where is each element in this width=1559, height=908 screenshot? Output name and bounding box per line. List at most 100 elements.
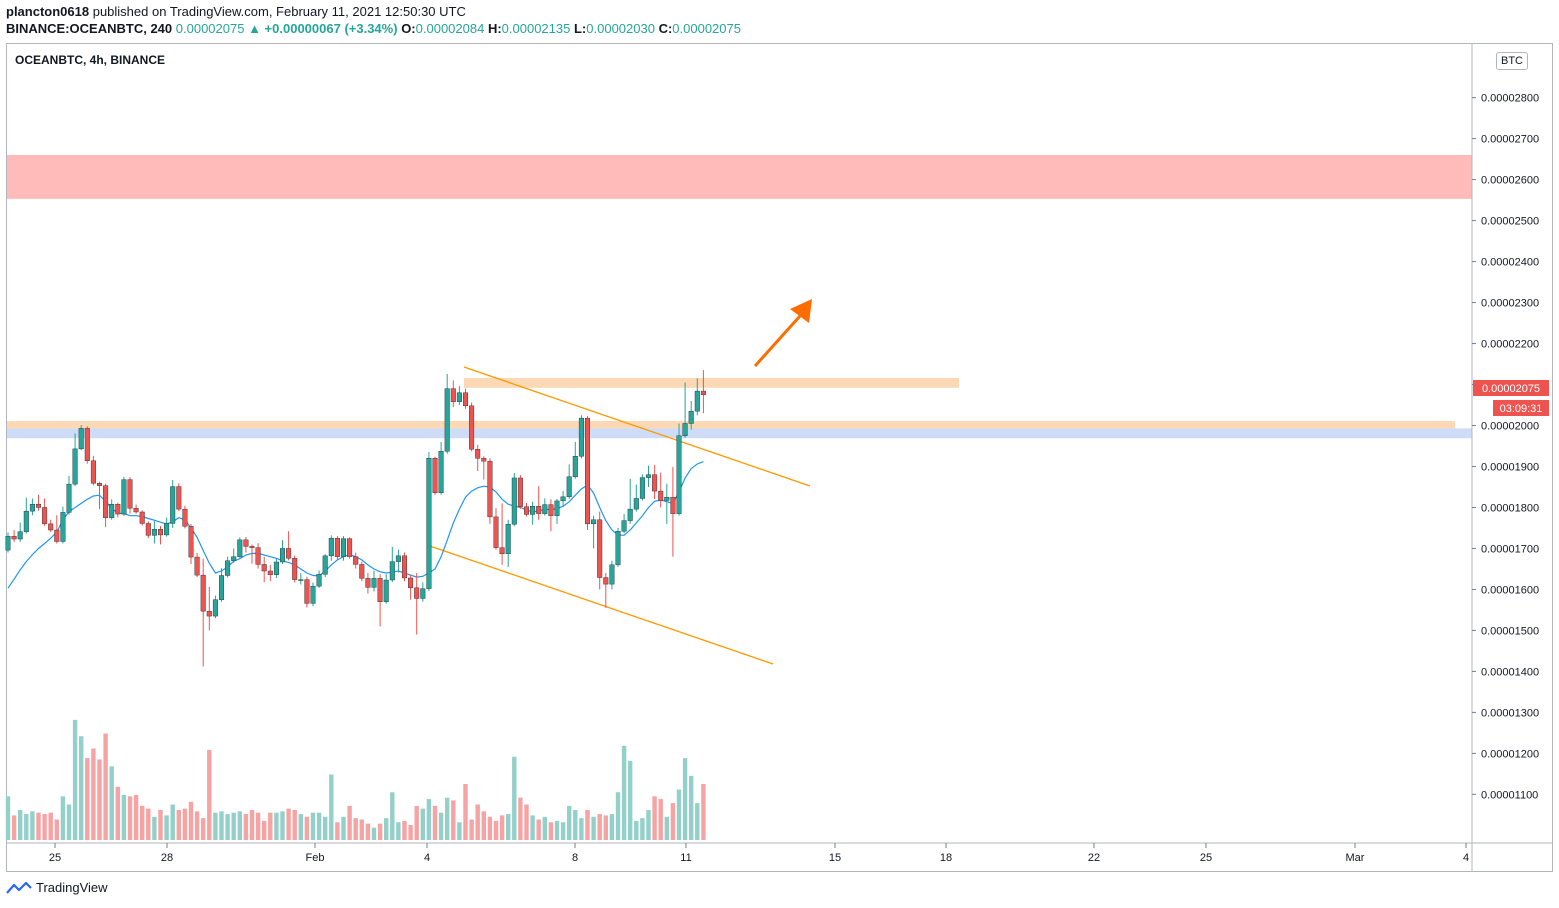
volume-bar xyxy=(194,811,200,840)
volume-bar xyxy=(396,822,401,840)
candle-body xyxy=(127,479,133,509)
y-tick-label: 0.00001100 xyxy=(1481,789,1538,801)
volume-bar xyxy=(536,819,541,840)
candle-body xyxy=(493,516,499,548)
candle-body xyxy=(359,564,365,579)
candle-body xyxy=(17,531,23,540)
candle-body xyxy=(469,405,475,450)
y-tick-label: 0.00001600 xyxy=(1481,584,1539,596)
footer-brand: TradingView xyxy=(36,880,108,895)
candle-body xyxy=(188,526,194,558)
candle-body xyxy=(121,479,127,515)
volume-bar xyxy=(676,789,682,840)
arrow-shaft xyxy=(753,314,802,368)
last-price: 0.00002075 xyxy=(175,21,245,36)
volume-bar xyxy=(243,814,249,840)
volume-bar xyxy=(127,796,133,840)
volume-bar xyxy=(133,794,139,840)
candle-body xyxy=(84,428,90,461)
candle-body xyxy=(151,528,157,536)
candle-body xyxy=(414,587,420,599)
volume-bar xyxy=(109,766,114,840)
volume-bar xyxy=(182,808,188,840)
candle-body xyxy=(444,388,450,452)
candle-body xyxy=(676,435,682,514)
volume-bar xyxy=(499,815,505,840)
volume-bar xyxy=(414,805,419,840)
volume-bar xyxy=(274,812,279,840)
candle-body xyxy=(371,578,377,588)
volume-bar xyxy=(207,749,212,840)
candle-body xyxy=(524,506,530,515)
candle-body xyxy=(639,477,645,499)
volume-bar xyxy=(152,816,157,840)
candle-body xyxy=(139,511,145,524)
candle-body xyxy=(609,564,615,585)
candle-body xyxy=(48,523,54,531)
candle-body xyxy=(36,503,42,508)
countdown-tag: 03:09:31 xyxy=(1500,403,1543,415)
volume-bar xyxy=(567,805,572,840)
candle-body xyxy=(408,577,414,589)
candle-body xyxy=(200,574,206,612)
candle-body xyxy=(298,579,304,581)
author-name[interactable]: plancton0618 xyxy=(6,4,90,19)
candle-body xyxy=(572,456,578,477)
volume-bar xyxy=(280,811,285,840)
volume-bar xyxy=(146,808,151,840)
chart-frame[interactable] xyxy=(6,43,1553,872)
candle-body xyxy=(23,510,29,532)
candle-body xyxy=(42,507,48,525)
candle-body xyxy=(96,483,102,486)
candle-body xyxy=(621,520,627,532)
volume-bar xyxy=(115,786,120,840)
candle-body xyxy=(511,477,517,525)
zone-blue xyxy=(7,428,1472,439)
y-tick-label: 0.00002300 xyxy=(1481,298,1539,310)
volume-bar xyxy=(249,809,255,840)
volume-layer xyxy=(5,719,706,840)
candle-body xyxy=(615,531,621,566)
volume-bar xyxy=(11,815,17,840)
candle-body xyxy=(231,556,237,561)
volume-bar xyxy=(634,820,639,840)
volume-bar xyxy=(426,799,432,840)
candle-body xyxy=(432,458,438,493)
volume-bar xyxy=(329,774,334,840)
candle-body xyxy=(286,548,292,559)
volume-bar xyxy=(579,818,584,840)
volume-bar xyxy=(304,816,310,840)
candle-body xyxy=(280,548,286,563)
candle-body xyxy=(316,574,322,587)
volume-bar xyxy=(628,760,633,840)
candle-body xyxy=(225,560,231,576)
x-tick-label: 4 xyxy=(424,852,430,864)
volume-bar xyxy=(268,812,273,840)
volume-bar xyxy=(18,809,23,840)
candle-body xyxy=(658,490,664,501)
volume-bar xyxy=(201,818,206,840)
arrow-head xyxy=(790,299,812,323)
volume-bar xyxy=(384,818,389,840)
volume-bar xyxy=(573,809,578,840)
y-tick-label: 0.00002000 xyxy=(1481,421,1539,433)
volume-bar xyxy=(475,804,480,840)
candle-body xyxy=(90,460,96,484)
x-tick-label: 18 xyxy=(940,852,952,864)
candle-body xyxy=(322,555,328,575)
volume-bar xyxy=(658,799,663,840)
volume-bar xyxy=(463,784,468,840)
candle-body xyxy=(402,555,408,579)
y-tick-label: 0.00002700 xyxy=(1481,134,1539,146)
currency-badge[interactable]: BTC xyxy=(1496,52,1528,70)
close-value: 0.00002075 xyxy=(672,21,741,36)
tradingview-footer[interactable]: TradingView xyxy=(6,880,108,895)
candle-body xyxy=(347,538,353,557)
y-tick-label: 0.00001200 xyxy=(1481,748,1539,760)
x-tick-label: 28 xyxy=(161,852,173,864)
volume-bar xyxy=(176,809,181,840)
candle-body xyxy=(578,417,584,457)
volume-bar xyxy=(164,815,169,840)
candle-body xyxy=(176,486,182,510)
